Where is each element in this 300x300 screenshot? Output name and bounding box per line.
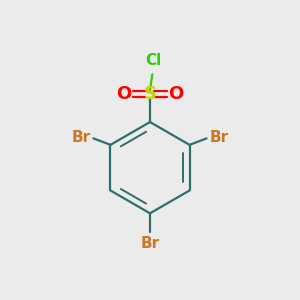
- Text: Br: Br: [210, 130, 229, 145]
- Text: S: S: [143, 85, 157, 103]
- Text: Br: Br: [140, 236, 160, 251]
- Text: O: O: [168, 85, 184, 103]
- Text: Br: Br: [71, 130, 90, 145]
- Text: O: O: [116, 85, 132, 103]
- Text: Cl: Cl: [146, 53, 162, 68]
